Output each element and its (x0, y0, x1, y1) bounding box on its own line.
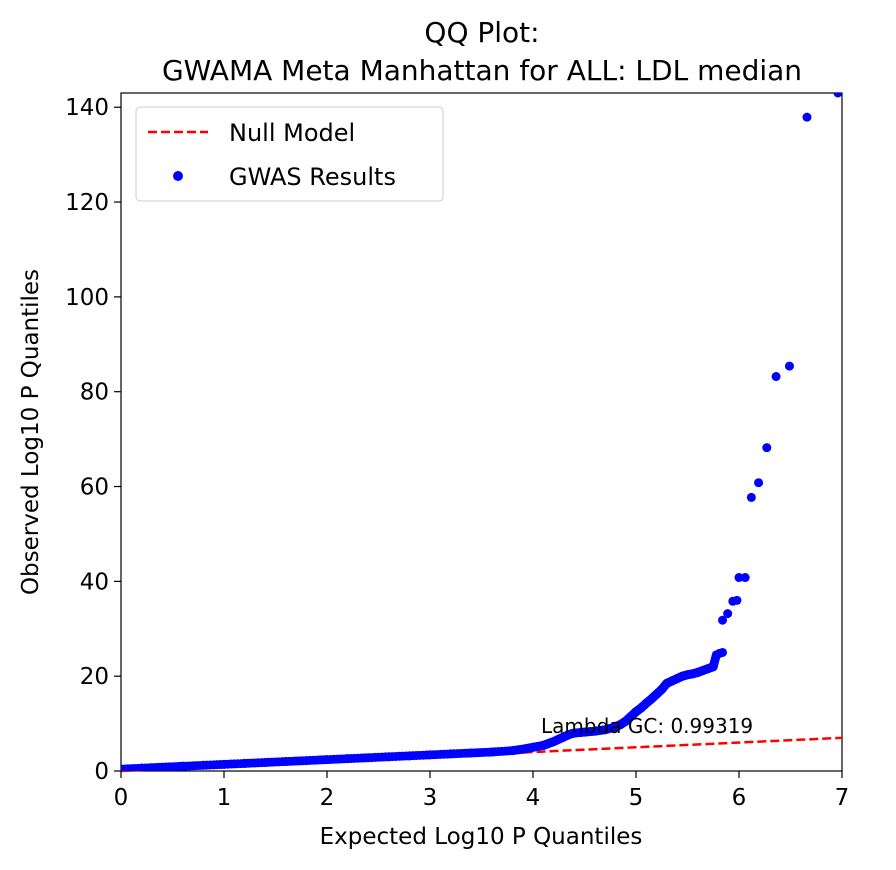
gwas-point (590, 726, 600, 736)
y-tick-label: 20 (80, 664, 109, 690)
plot-area (120, 92, 843, 772)
y-tick-label: 60 (80, 475, 109, 501)
gwas-point (301, 756, 311, 766)
chart-marks (120, 93, 843, 773)
gwas-point (746, 492, 756, 502)
x-axis-label: Expected Log10 P Quantiles (320, 824, 643, 850)
chart-title-line1: QQ Plot: (424, 16, 539, 49)
gwas-point (740, 573, 750, 583)
chart-title-line2: GWAMA Meta Manhattan for ALL: LDL median (162, 54, 802, 87)
gwas-point (718, 615, 728, 625)
gwas-point (657, 684, 667, 694)
gwas-point (137, 763, 147, 771)
gwas-point (600, 725, 610, 735)
gwas-point (446, 749, 456, 759)
gwas-point (219, 759, 229, 769)
gwas-point (363, 753, 373, 763)
gwas-point (198, 760, 208, 770)
legend-box (135, 106, 444, 202)
gwas-point (708, 662, 718, 672)
axis-ticks: 0 1 2 3 4 5 6 7 0 20 40 60 80 100 120 140 (65, 95, 849, 811)
gwas-point (580, 727, 589, 737)
x-tick-label: 3 (423, 785, 438, 811)
gwas-point (784, 361, 794, 371)
x-tick-label: 5 (629, 785, 644, 811)
gwas-point (507, 746, 517, 756)
gwas-point (833, 93, 842, 98)
gwas-point (281, 757, 291, 767)
gwas-point (260, 757, 270, 767)
gwas-point (178, 761, 188, 771)
y-axis-label: Observed Log10 P Quantiles (18, 269, 44, 595)
gwas-point (762, 443, 772, 453)
gwas-points (121, 93, 842, 771)
x-tick-label: 1 (217, 785, 232, 811)
gwas-point (734, 573, 744, 583)
x-tick-label: 6 (732, 785, 747, 811)
gwas-point (723, 609, 733, 619)
y-tick-label: 120 (65, 190, 109, 216)
y-tick-label: 40 (80, 569, 109, 595)
gwas-point (732, 595, 742, 605)
legend-gwas-results-label: GWAS Results (229, 163, 396, 191)
gwas-point (425, 750, 435, 760)
gwas-point (487, 747, 497, 757)
gwas-point (121, 764, 126, 771)
x-tick-label: 7 (835, 785, 850, 811)
y-tick-label: 0 (94, 759, 109, 785)
x-tick-label: 4 (526, 785, 541, 811)
gwas-point (528, 742, 538, 752)
gwas-point (384, 752, 394, 762)
legend-null-model-label: Null Model (229, 119, 355, 147)
gwas-point (404, 751, 414, 761)
x-tick-label: 2 (320, 785, 335, 811)
gwas-point (754, 478, 764, 488)
gwas-point (802, 112, 812, 122)
gwas-point (157, 762, 167, 771)
gwas-point (771, 372, 781, 382)
legend-gwas-results-swatch (173, 171, 183, 181)
lambda-gc-annotation: Lambda GC: 0.99319 (541, 714, 753, 738)
gwas-point (240, 758, 250, 768)
y-tick-label: 100 (65, 285, 109, 311)
legend: Null Model GWAS Results (135, 106, 444, 202)
gwas-point (343, 754, 353, 764)
gwas-point (569, 728, 579, 738)
gwas-point (518, 744, 528, 754)
gwas-point (466, 748, 476, 758)
gwas-point (718, 647, 728, 657)
gwas-point (322, 755, 332, 765)
x-tick-label: 0 (114, 785, 129, 811)
y-tick-label: 80 (80, 380, 109, 406)
y-tick-label: 140 (65, 95, 109, 121)
